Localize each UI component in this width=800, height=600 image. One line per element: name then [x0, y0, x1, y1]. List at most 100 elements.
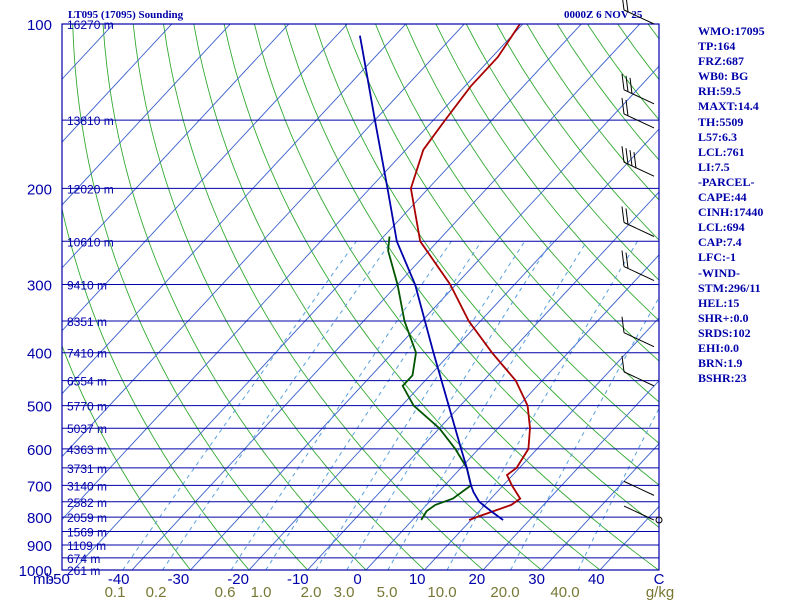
height-label: 6554 m: [67, 375, 107, 389]
wind-barb-flag: [621, 73, 625, 90]
index-item: CAP:7.4: [698, 235, 742, 250]
height-label: 2582 m: [67, 496, 107, 510]
mixing-ratio-unit: g/kg: [646, 584, 674, 600]
mixing-ratio-label: 0.1: [105, 584, 126, 600]
index-item: EHI:0.0: [698, 340, 740, 355]
temperature-tick-label: 40: [588, 571, 605, 588]
isotherm-line: [131, 24, 641, 570]
dry-adiabat-line: [62, 344, 192, 570]
wind-barb-flag: [621, 146, 625, 163]
isotherm-line: [423, 317, 659, 570]
isotherm-line: [62, 24, 173, 143]
mixing-ratio-line: [122, 241, 357, 570]
index-item: FRZ:687: [698, 54, 744, 69]
isotherm-line: [248, 128, 659, 570]
mixing-ratio-line: [577, 407, 659, 570]
isotherm-line: [62, 24, 407, 395]
wind-barb-staff: [623, 222, 655, 237]
temperature-tick-label: 20: [469, 571, 486, 588]
pressure-tick-label: 800: [27, 510, 52, 527]
temperature-tick-label: C: [654, 571, 665, 588]
index-item: LCL:761: [698, 144, 745, 159]
height-label: 8351 m: [67, 315, 107, 329]
pressure-tick-label: 500: [27, 399, 52, 416]
dry-adiabat-line: [132, 24, 426, 570]
height-label: 13810 m: [67, 114, 114, 128]
height-label: 3140 m: [67, 479, 107, 493]
temperature-tick-label: -10: [287, 571, 309, 588]
index-item: MAXT:14.4: [698, 99, 759, 114]
wind-barb-flag: [625, 148, 629, 165]
index-item: CAPE:44: [698, 190, 747, 205]
wind-barb-flag: [625, 75, 629, 92]
isotherm-line: [482, 380, 659, 570]
calm-wind-circle: [655, 516, 663, 524]
pressure-tick-label: 200: [27, 181, 52, 198]
wind-barb-staff: [623, 371, 655, 387]
wind-barb-flag: [621, 250, 625, 267]
dry-adiabat-line: [72, 24, 309, 570]
height-label: 1569 m: [67, 525, 107, 539]
wind-barb-staff: [623, 113, 655, 129]
index-item: WB0: BG: [698, 69, 749, 84]
height-label: 3731 m: [67, 462, 107, 476]
dry-adiabat-line: [193, 24, 543, 570]
mixing-ratio-line: [315, 241, 526, 570]
wind-barb-staff: [623, 9, 655, 25]
wind-barb-staff: [623, 266, 655, 281]
index-item: WMO:17095: [698, 24, 765, 38]
mixing-ratio-line: [162, 241, 392, 570]
height-label: 674 m: [67, 552, 100, 566]
isotherm-line: [189, 65, 659, 570]
height-label: 10610 m: [67, 235, 114, 249]
wind-barb-flag: [625, 99, 629, 116]
dry-adiabat-line: [102, 24, 367, 570]
index-item: STM:296/11: [698, 280, 761, 295]
indices-panel: WMO:17095 TP:164 FRZ:687 WB0: BG RH:59.5 MAXT…: [698, 24, 798, 386]
dry-adiabat-line: [405, 24, 659, 362]
dry-adiabat-line: [375, 24, 659, 403]
isotherm-line: [62, 24, 348, 332]
temperature-tick-label: -30: [168, 571, 190, 588]
index-item: TP:164: [698, 39, 736, 54]
mixing-ratio-label: 40.0: [550, 584, 579, 600]
dry-adiabat-line: [163, 24, 484, 570]
dry-adiabat-line: [314, 24, 659, 486]
plot-area: [62, 24, 659, 570]
pressure-tick-label: 600: [27, 442, 52, 459]
temperature-tick-label: -40: [108, 571, 130, 588]
temperature-tick-label: 10: [409, 571, 426, 588]
plot-frame: [61, 23, 660, 571]
index-item: SHR+:0.0: [698, 310, 749, 325]
mixing-ratio-label: 0.2: [146, 584, 167, 600]
mixing-ratio-label: 0.6: [215, 584, 236, 600]
sounding-title: LT095 (17095) Sounding: [68, 9, 184, 21]
temperature-tick-label: 30: [528, 571, 545, 588]
pressure-tick-label: 100: [27, 17, 52, 34]
mixing-ratio-line: [387, 241, 588, 570]
wind-barb-flag: [621, 355, 625, 372]
isotherm-line: [62, 24, 465, 458]
parcel-curve: [359, 35, 504, 521]
wind-barb-flag: [629, 150, 633, 167]
index-item: HEL:15: [698, 295, 740, 310]
sounding-time: 0000Z 6 NOV 25: [564, 9, 643, 21]
wind-barb-flag: [633, 152, 637, 169]
pressure-tick-label: 900: [27, 538, 52, 555]
wind-barb-flag: [622, 0, 625, 11]
wind-barb-staff: [623, 89, 655, 105]
wind-barb-staff: [623, 505, 655, 521]
mixing-ratio-label: 10.0: [427, 584, 456, 600]
dry-adiabat-line: [465, 24, 659, 281]
height-label: 16270 m: [67, 18, 114, 32]
mixing-ratio-label: 1.0: [251, 584, 272, 600]
dry-adiabat-line: [223, 24, 601, 570]
wind-barb-flag: [621, 316, 625, 333]
isotherm-line: [62, 24, 231, 206]
index-item: RH:59.5: [698, 84, 741, 99]
height-label: 12020 m: [67, 182, 114, 196]
mixing-ratio-line: [346, 241, 552, 570]
temperature-curve: [409, 24, 531, 521]
index-item: LFC:-1: [698, 250, 736, 265]
height-label: 5037 m: [67, 422, 107, 436]
